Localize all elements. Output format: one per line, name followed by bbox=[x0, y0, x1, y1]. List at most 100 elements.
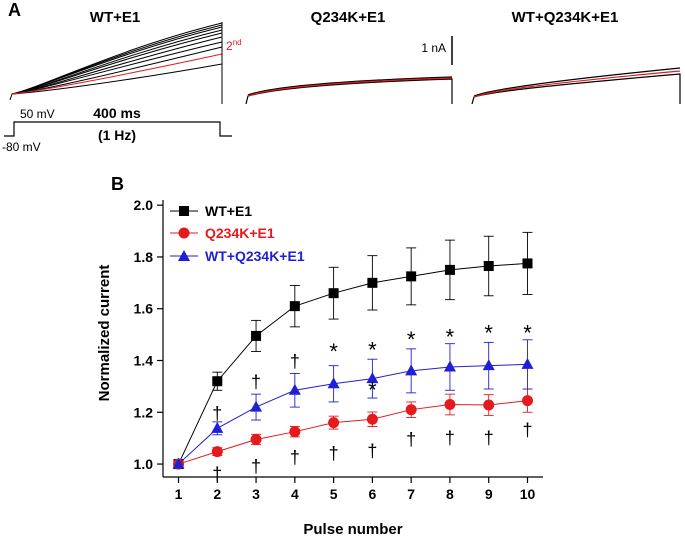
trace-group-q234k bbox=[245, 76, 453, 105]
trace-wt-pulse-5 bbox=[11, 36, 223, 95]
significance-asterisk: * bbox=[368, 338, 377, 363]
data-point bbox=[443, 360, 456, 372]
x-tick-label: 1 bbox=[175, 486, 183, 502]
x-axis-label: Pulse number bbox=[303, 521, 402, 538]
x-tick-label: 8 bbox=[446, 486, 454, 502]
data-point bbox=[211, 446, 223, 458]
significance-annotations: * * * * * * * † † † † † † † † † † † † bbox=[212, 321, 532, 484]
series-circle bbox=[173, 388, 533, 470]
data-point bbox=[483, 399, 495, 411]
trace-group-wt bbox=[9, 22, 223, 104]
data-point bbox=[289, 301, 300, 312]
trace-wt-q234k-3 bbox=[473, 70, 681, 98]
data-point bbox=[172, 457, 185, 469]
series-triangle bbox=[172, 339, 534, 469]
panel-a: A WT+E1 Q234K+E1 WT+Q234K+E1 2nd bbox=[2, 0, 681, 154]
significance-asterisk: * bbox=[446, 325, 455, 350]
data-point bbox=[211, 421, 224, 433]
y-tick-label: 2.0 bbox=[134, 197, 154, 213]
data-point bbox=[406, 271, 417, 282]
trace-wt-pulse-1 bbox=[9, 63, 223, 101]
x-tick-label: 9 bbox=[485, 486, 493, 502]
series-line bbox=[178, 400, 528, 465]
panel-b-label: B bbox=[111, 174, 124, 194]
legend-item-q234k: Q234K+E1 bbox=[170, 225, 275, 241]
trace-wt-pulse-10 bbox=[11, 22, 223, 95]
data-point bbox=[250, 433, 262, 445]
legend-label-wt: WT+E1 bbox=[205, 203, 252, 219]
legend-item-wt-q234k: WT+Q234K+E1 bbox=[170, 248, 305, 264]
x-tick-label: 4 bbox=[291, 486, 299, 502]
data-point bbox=[521, 357, 534, 369]
protocol-holding-voltage: -80 mV bbox=[2, 140, 41, 154]
legend: WT+E1 Q234K+E1 WT+Q234K+E1 bbox=[170, 203, 305, 264]
significance-dagger: † bbox=[212, 464, 222, 484]
x-axis: 1 2 3 4 5 6 7 8 9 10 bbox=[163, 476, 543, 502]
trace-title-wt-q234k: WT+Q234K+E1 bbox=[512, 9, 619, 26]
data-point bbox=[289, 426, 301, 438]
significance-dagger: † bbox=[212, 403, 222, 423]
significance-dagger: † bbox=[329, 443, 339, 463]
legend-marker-square bbox=[179, 206, 189, 216]
x-tick-label: 2 bbox=[213, 486, 221, 502]
significance-dagger: † bbox=[367, 441, 377, 461]
significance-dagger: † bbox=[290, 447, 300, 467]
data-point bbox=[328, 288, 339, 299]
y-axis: 1.0 1.2 1.4 1.6 1.8 2.0 bbox=[134, 197, 164, 477]
second-pulse-label: 2nd bbox=[226, 38, 242, 53]
significance-asterisk: * bbox=[368, 378, 377, 403]
trace-group-wt-q234k bbox=[471, 67, 681, 105]
significance-dagger: † bbox=[406, 430, 416, 450]
y-ticks: 1.0 1.2 1.4 1.6 1.8 2.0 bbox=[134, 197, 163, 472]
trace-wt-q234k-2 bbox=[473, 67, 681, 97]
protocol-step bbox=[4, 121, 232, 137]
legend-item-wt: WT+E1 bbox=[170, 203, 252, 219]
y-axis-label: Normalized current bbox=[96, 265, 113, 402]
x-tick-label: 10 bbox=[520, 486, 536, 502]
data-point bbox=[327, 377, 340, 389]
significance-asterisk: * bbox=[407, 327, 416, 352]
protocol-duration: 400 ms bbox=[93, 105, 141, 121]
data-point bbox=[482, 359, 495, 371]
legend-label-q234k: Q234K+E1 bbox=[205, 225, 275, 241]
series-square bbox=[173, 231, 533, 470]
y-tick-label: 1.2 bbox=[134, 404, 154, 420]
legend-label-wt-q234k: WT+Q234K+E1 bbox=[205, 248, 305, 264]
voltage-protocol: 50 mV -80 mV 400 ms (1 Hz) bbox=[2, 105, 232, 154]
significance-dagger: † bbox=[251, 456, 261, 476]
scale-bar-label: 1 nA bbox=[421, 41, 446, 55]
series-line bbox=[178, 262, 528, 465]
significance-asterisk: * bbox=[523, 321, 532, 346]
significance-dagger: † bbox=[445, 428, 455, 448]
data-point bbox=[212, 376, 223, 387]
trace-q234k-3 bbox=[247, 77, 453, 97]
data-point bbox=[328, 417, 340, 429]
significance-dagger: † bbox=[290, 352, 300, 372]
trace-wt-pulse-2 bbox=[11, 53, 223, 95]
data-point bbox=[522, 258, 533, 269]
x-tick-label: 6 bbox=[368, 486, 376, 502]
panel-b: B Normalized current Pulse number 1.0 1.2… bbox=[96, 174, 543, 538]
data-point bbox=[288, 383, 301, 395]
protocol-frequency: (1 Hz) bbox=[98, 127, 136, 143]
x-tick-label: 7 bbox=[407, 486, 415, 502]
trace-title-q234k: Q234K+E1 bbox=[311, 9, 386, 26]
significance-dagger: † bbox=[251, 372, 261, 392]
data-point bbox=[444, 264, 455, 275]
trace-title-wt: WT+E1 bbox=[90, 9, 140, 26]
plot-series bbox=[172, 231, 534, 470]
data-point bbox=[367, 277, 378, 288]
data-point bbox=[521, 395, 533, 407]
x-tick-label: 5 bbox=[330, 486, 338, 502]
data-point bbox=[483, 261, 494, 272]
legend-marker-circle bbox=[178, 227, 190, 239]
panel-a-label: A bbox=[8, 0, 21, 20]
data-point bbox=[366, 413, 378, 425]
protocol-step-voltage: 50 mV bbox=[20, 107, 55, 121]
x-tick-label: 3 bbox=[252, 486, 260, 502]
data-point bbox=[366, 372, 379, 384]
x-ticks: 1 2 3 4 5 6 7 8 9 10 bbox=[175, 477, 536, 502]
data-point bbox=[405, 404, 417, 416]
data-point bbox=[405, 364, 418, 376]
